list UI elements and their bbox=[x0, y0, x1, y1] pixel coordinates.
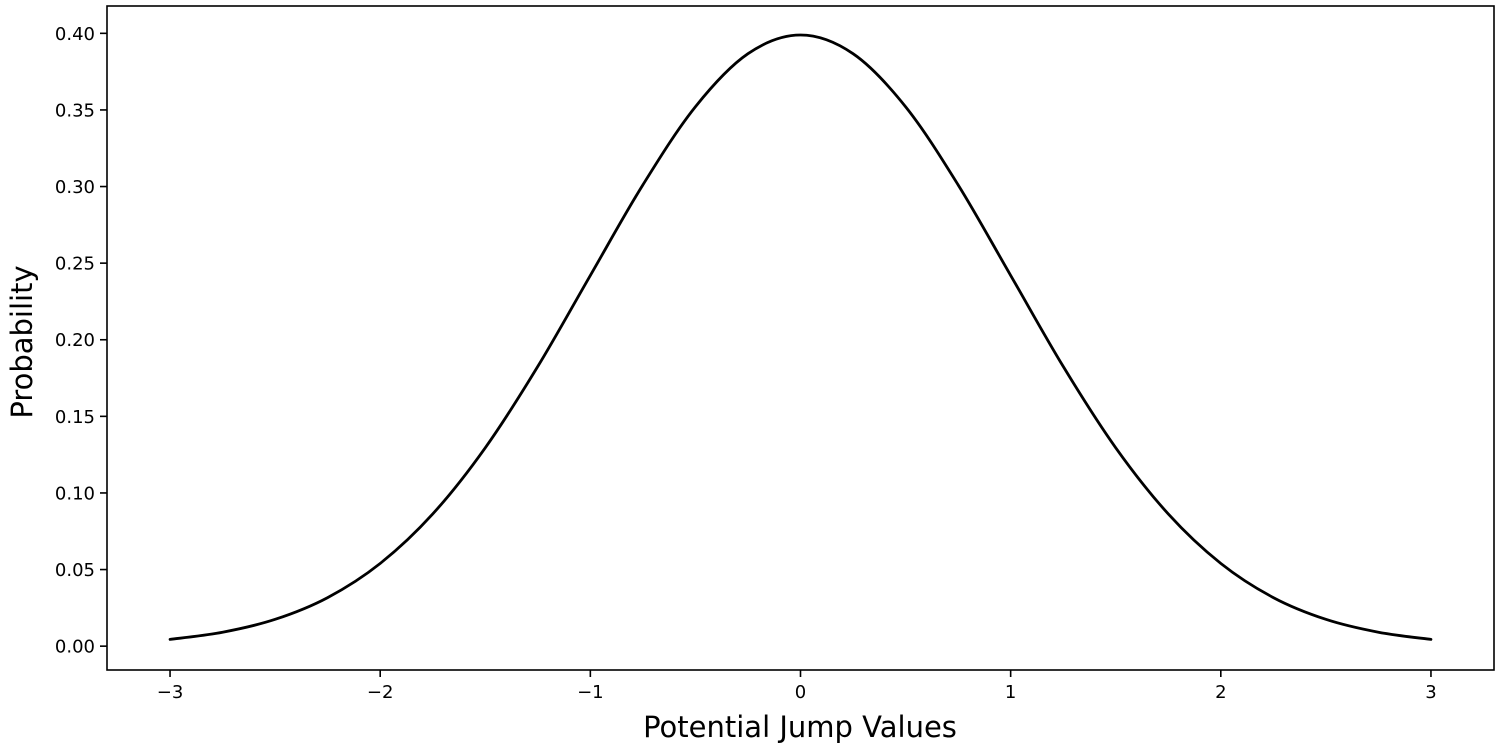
y-tick-label: 0.00 bbox=[55, 637, 95, 658]
x-tick-label: 0 bbox=[795, 682, 806, 703]
x-tick-label: 3 bbox=[1425, 682, 1436, 703]
y-axis-label: Probability bbox=[5, 265, 39, 418]
x-tick-label: 2 bbox=[1215, 682, 1226, 703]
x-tick-label: −1 bbox=[577, 682, 604, 703]
y-tick-label: 0.25 bbox=[55, 254, 95, 275]
y-tick-label: 0.40 bbox=[55, 24, 95, 45]
x-tick-label: −2 bbox=[367, 682, 394, 703]
x-axis-label: Potential Jump Values bbox=[643, 710, 957, 744]
x-tick-label: −3 bbox=[157, 682, 184, 703]
plot-area bbox=[106, 5, 1495, 671]
y-axis-ticks: 0.00 0.05 0.10 0.15 0.20 0.25 0.30 0.35 0.40 bbox=[55, 24, 107, 658]
probability-curve bbox=[168, 33, 1433, 641]
y-tick-label: 0.10 bbox=[55, 483, 95, 504]
y-tick-label: 0.15 bbox=[55, 407, 95, 428]
y-tick-label: 0.20 bbox=[55, 330, 95, 351]
y-tick-label: 0.05 bbox=[55, 560, 95, 581]
x-tick-label: 1 bbox=[1005, 682, 1016, 703]
y-tick-label: 0.30 bbox=[55, 177, 95, 198]
x-axis-ticks: −3 −2 −1 0 1 2 3 bbox=[157, 670, 1437, 703]
y-tick-label: 0.35 bbox=[55, 100, 95, 121]
